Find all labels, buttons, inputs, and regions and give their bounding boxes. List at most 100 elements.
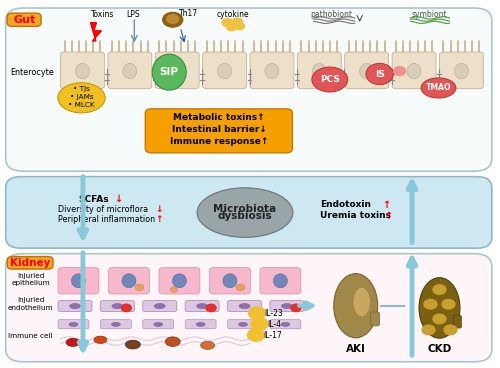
Ellipse shape (218, 63, 232, 79)
Text: cytokine: cytokine (216, 10, 249, 19)
Ellipse shape (94, 336, 107, 343)
Ellipse shape (419, 278, 460, 338)
FancyBboxPatch shape (6, 177, 492, 248)
Circle shape (424, 300, 437, 309)
Ellipse shape (353, 287, 370, 317)
Text: Enterocyte: Enterocyte (10, 68, 54, 77)
Text: ↓: ↓ (114, 194, 122, 204)
Text: Metabolic toxins↑: Metabolic toxins↑ (174, 113, 265, 122)
FancyBboxPatch shape (60, 52, 104, 89)
Text: Endotoxin: Endotoxin (320, 200, 371, 209)
Text: IL-4: IL-4 (267, 319, 281, 329)
Text: Uremia toxins: Uremia toxins (320, 211, 391, 220)
Text: Injuried
endothelium: Injuried endothelium (8, 297, 54, 311)
FancyBboxPatch shape (7, 256, 53, 269)
Circle shape (248, 307, 266, 319)
Ellipse shape (360, 63, 374, 79)
FancyBboxPatch shape (108, 268, 150, 294)
Ellipse shape (200, 341, 214, 349)
Text: ↑: ↑ (156, 215, 163, 224)
Text: LPS: LPS (126, 10, 140, 19)
Circle shape (226, 24, 236, 31)
FancyBboxPatch shape (100, 320, 132, 329)
FancyBboxPatch shape (58, 268, 99, 294)
Text: SIP: SIP (160, 67, 178, 77)
Ellipse shape (312, 67, 348, 92)
Ellipse shape (152, 54, 186, 90)
Text: ↑: ↑ (382, 199, 390, 209)
Ellipse shape (70, 304, 80, 309)
Ellipse shape (239, 304, 250, 309)
Ellipse shape (154, 304, 165, 309)
Text: IL-17: IL-17 (264, 330, 282, 340)
Text: PCS: PCS (320, 75, 340, 84)
Ellipse shape (154, 322, 162, 326)
Ellipse shape (265, 63, 279, 79)
Ellipse shape (196, 322, 205, 326)
Circle shape (291, 304, 301, 312)
FancyBboxPatch shape (392, 52, 436, 89)
Ellipse shape (58, 83, 105, 113)
Circle shape (442, 300, 455, 309)
FancyBboxPatch shape (228, 320, 258, 329)
Circle shape (394, 67, 406, 75)
Text: IL-23: IL-23 (264, 308, 283, 318)
Text: ↓: ↓ (156, 205, 163, 214)
FancyBboxPatch shape (270, 320, 301, 329)
Ellipse shape (196, 304, 207, 309)
Ellipse shape (122, 274, 136, 288)
FancyBboxPatch shape (270, 301, 304, 312)
FancyBboxPatch shape (370, 312, 380, 326)
FancyBboxPatch shape (202, 52, 246, 89)
Text: AKI: AKI (346, 344, 366, 354)
Text: Th17: Th17 (178, 9, 198, 18)
Circle shape (248, 329, 264, 341)
Text: dysbiosis: dysbiosis (218, 211, 272, 221)
Text: Microbiota: Microbiota (214, 204, 276, 214)
Ellipse shape (112, 322, 120, 326)
FancyBboxPatch shape (454, 315, 462, 328)
Text: Intestinal barrier↓: Intestinal barrier↓ (172, 124, 266, 134)
Circle shape (162, 13, 182, 27)
Ellipse shape (334, 274, 378, 338)
Ellipse shape (172, 274, 186, 288)
Ellipse shape (66, 338, 80, 346)
Ellipse shape (454, 63, 468, 79)
Circle shape (222, 19, 233, 27)
Ellipse shape (236, 284, 245, 291)
Text: ↑: ↑ (384, 210, 392, 220)
Text: CKD: CKD (428, 344, 452, 354)
Ellipse shape (282, 304, 292, 309)
FancyBboxPatch shape (146, 109, 292, 153)
FancyBboxPatch shape (210, 268, 250, 294)
Circle shape (166, 15, 178, 24)
Ellipse shape (238, 322, 248, 326)
FancyBboxPatch shape (7, 13, 41, 26)
Text: Toxins: Toxins (91, 10, 114, 19)
Text: • TJs
• JAMs
• MLCK: • TJs • JAMs • MLCK (68, 86, 95, 108)
FancyBboxPatch shape (58, 320, 89, 329)
Circle shape (444, 325, 457, 335)
FancyBboxPatch shape (298, 52, 341, 89)
Text: symbiont: symbiont (412, 10, 448, 19)
Ellipse shape (421, 78, 456, 98)
Ellipse shape (72, 274, 86, 288)
FancyBboxPatch shape (185, 301, 219, 312)
Ellipse shape (112, 304, 123, 309)
Text: SCFAs: SCFAs (78, 195, 108, 204)
Ellipse shape (170, 63, 184, 79)
FancyBboxPatch shape (260, 268, 301, 294)
FancyBboxPatch shape (228, 301, 262, 312)
Ellipse shape (76, 63, 90, 79)
Ellipse shape (366, 63, 394, 85)
Polygon shape (90, 23, 102, 41)
Circle shape (433, 285, 446, 294)
Text: Kidney: Kidney (10, 258, 50, 268)
FancyBboxPatch shape (344, 52, 389, 89)
Circle shape (122, 304, 132, 312)
FancyBboxPatch shape (143, 301, 176, 312)
FancyBboxPatch shape (159, 268, 200, 294)
FancyBboxPatch shape (143, 320, 174, 329)
Text: Immune cell: Immune cell (8, 333, 53, 339)
FancyBboxPatch shape (100, 301, 134, 312)
